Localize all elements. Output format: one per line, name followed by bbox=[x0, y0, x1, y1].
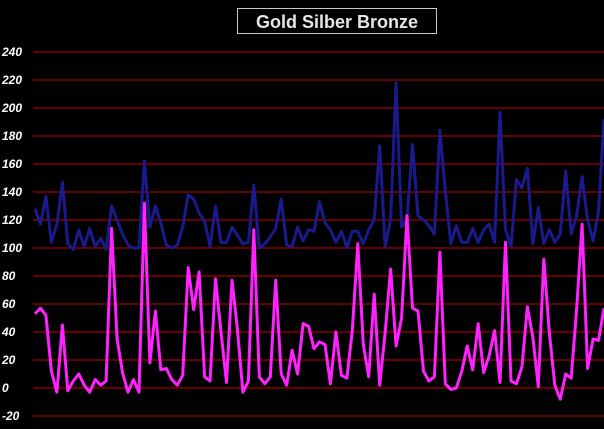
y-tick-label: 60 bbox=[2, 297, 16, 311]
y-tick-label: 0 bbox=[2, 381, 9, 395]
y-tick-label: 120 bbox=[2, 213, 22, 227]
y-tick-label: 40 bbox=[1, 325, 16, 339]
grid-lines bbox=[33, 51, 604, 417]
chart-title: Gold Silber Bronze bbox=[237, 8, 437, 34]
y-tick-label: 180 bbox=[2, 129, 22, 143]
y-tick-label: 160 bbox=[2, 157, 22, 171]
y-tick-label: 140 bbox=[2, 185, 22, 199]
y-tick-label: 100 bbox=[2, 241, 22, 255]
y-tick-label: 20 bbox=[1, 353, 16, 367]
series-line-1 bbox=[33, 81, 604, 251]
y-axis-ticks: -20 0 20 40 60 80 100 120 140 160 180 200 220 240 bbox=[1, 45, 22, 423]
series-lines bbox=[33, 81, 604, 401]
series-line-2 bbox=[33, 201, 604, 401]
y-tick-label: 200 bbox=[1, 101, 22, 115]
y-tick-label: -20 bbox=[2, 409, 20, 423]
y-tick-label: 220 bbox=[1, 73, 22, 87]
y-tick-label: 80 bbox=[2, 269, 16, 283]
y-tick-label: 240 bbox=[1, 45, 22, 59]
